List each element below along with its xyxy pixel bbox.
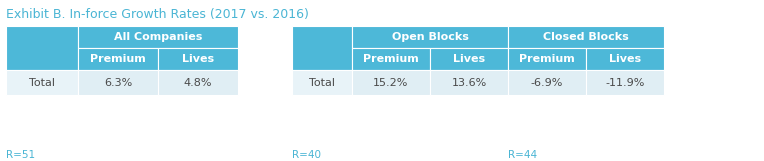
Bar (352, 70, 430, 95)
Text: Exhibit B. In-force Growth Rates (2017 vs. 2016): Exhibit B. In-force Growth Rates (2017 v… (6, 8, 309, 21)
Bar (508, 70, 586, 95)
Bar (6, 70, 78, 95)
Bar (508, 48, 586, 70)
Bar (352, 48, 430, 70)
Bar (292, 70, 352, 95)
Bar (78, 26, 238, 48)
Text: Lives: Lives (609, 54, 641, 64)
Bar (6, 26, 78, 70)
Text: R=44: R=44 (508, 150, 537, 160)
Text: All Companies: All Companies (114, 32, 202, 42)
Text: Premium: Premium (90, 54, 146, 64)
Text: R=40: R=40 (292, 150, 321, 160)
Text: Total: Total (309, 77, 335, 87)
Text: -11.9%: -11.9% (605, 77, 645, 87)
Text: Lives: Lives (453, 54, 485, 64)
Bar (586, 70, 664, 95)
Text: 4.8%: 4.8% (184, 77, 212, 87)
Bar (586, 48, 664, 70)
Bar (158, 48, 238, 70)
Text: Closed Blocks: Closed Blocks (543, 32, 629, 42)
Bar (292, 26, 352, 70)
Bar (430, 70, 508, 95)
Text: Lives: Lives (182, 54, 214, 64)
Text: R=51: R=51 (6, 150, 35, 160)
Text: Open Blocks: Open Blocks (392, 32, 468, 42)
Bar (78, 48, 158, 70)
Bar (78, 70, 158, 95)
Bar (430, 48, 508, 70)
Bar (508, 26, 664, 48)
Text: 13.6%: 13.6% (452, 77, 487, 87)
Bar (158, 70, 238, 95)
Text: 6.3%: 6.3% (104, 77, 132, 87)
Text: Premium: Premium (519, 54, 575, 64)
Text: -6.9%: -6.9% (531, 77, 563, 87)
Text: Total: Total (29, 77, 55, 87)
Text: Premium: Premium (363, 54, 419, 64)
Text: 15.2%: 15.2% (374, 77, 409, 87)
Bar (352, 26, 508, 48)
